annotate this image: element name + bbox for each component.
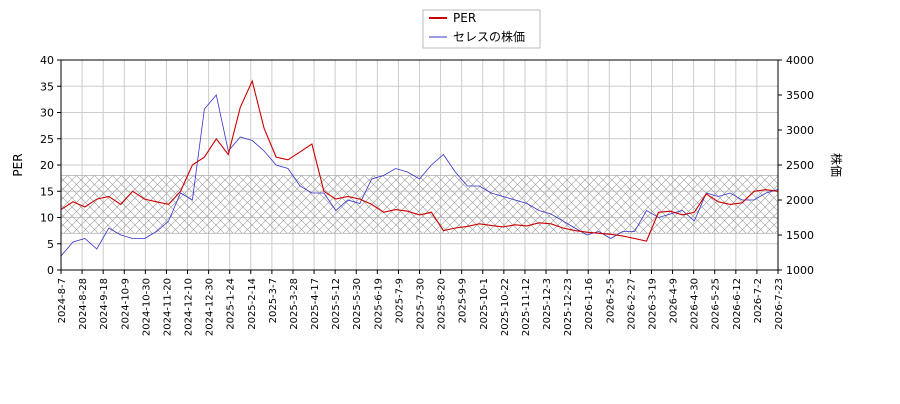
x-tick-label: 2025-6-19 [373, 278, 384, 330]
x-tick-label: 2026-5-25 [711, 278, 722, 330]
x-tick-label: 2026-2-27 [626, 278, 637, 330]
x-tick-label: 2024-8-28 [78, 278, 89, 330]
x-tick-label: 2026-4-30 [690, 278, 701, 330]
per-series-line [61, 79, 778, 242]
x-tick-label: 2024-10-30 [141, 278, 152, 336]
legend-per-label: PER [453, 11, 476, 25]
x-tick-label: 2024-12-10 [184, 278, 195, 336]
y-right-tick-label: 2500 [786, 159, 814, 172]
x-tick-label: 2025-12-3 [542, 278, 553, 330]
y-right-tick-label: 3000 [786, 124, 814, 137]
x-tick-label: 2026-1-16 [584, 278, 595, 330]
y-right-tick-label: 3500 [786, 89, 814, 102]
y-left-tick-label: 30 [40, 107, 54, 120]
y-right-tick-label: 1500 [786, 229, 814, 242]
x-tick-label: 2026-4-9 [669, 278, 680, 323]
y-left-tick-label: 35 [40, 80, 54, 93]
legend-price-label: セレスの株価 [453, 29, 525, 44]
x-tick-label: 2025-2-14 [247, 278, 258, 330]
x-tick-label: 2025-8-20 [437, 278, 448, 330]
x-tick-label: 2025-3-7 [268, 278, 279, 323]
y-left-tick-label: 10 [40, 212, 54, 225]
x-tick-label: 2026-6-12 [732, 278, 743, 330]
y-left-tick-label: 20 [40, 159, 54, 172]
legend-box [422, 9, 541, 49]
x-tick-label: 2025-9-9 [458, 278, 469, 323]
x-tick-label: 2025-5-30 [352, 278, 363, 330]
x-tick-label: 2026-7-2 [753, 278, 764, 323]
y-right-tick-label: 1000 [786, 264, 814, 277]
x-tick-label: 2025-7-30 [416, 278, 427, 330]
y-left-tick-label: 40 [40, 54, 54, 67]
y-left-tick-label: 15 [40, 185, 54, 198]
price-series-line [61, 94, 778, 257]
x-tick-label: 2025-10-1 [479, 278, 490, 330]
x-tick-label: 2026-7-23 [774, 278, 785, 330]
x-tick-label: 2025-10-22 [500, 278, 511, 336]
x-tick-label: 2025-3-28 [289, 278, 300, 330]
x-tick-label: 2025-12-23 [563, 278, 574, 336]
y-left-tick-label: 0 [47, 264, 54, 277]
y-right-tick-label: 4000 [786, 54, 814, 67]
x-tick-label: 2024-10-9 [120, 278, 131, 330]
x-tick-label: 2025-4-17 [310, 278, 321, 330]
x-tick-label: 2025-5-12 [331, 278, 342, 330]
x-tick-label: 2025-1-24 [226, 278, 237, 330]
y-right-tick-label: 2000 [786, 194, 814, 207]
x-tick-label: 2026-2-5 [605, 278, 616, 323]
x-tick-label: 2024-11-20 [162, 278, 173, 336]
per-range-band [61, 175, 778, 234]
x-tick-label: 2026-3-19 [647, 278, 658, 330]
y-left-tick-label: 25 [40, 133, 54, 146]
y-left-tick-label: 5 [47, 238, 54, 251]
x-tick-label: 2024-8-7 [57, 278, 68, 323]
y-axis-label-right: 株価 [829, 153, 844, 177]
x-tick-label: 2025-7-9 [394, 278, 405, 323]
x-tick-label: 2024-9-18 [99, 278, 110, 330]
x-tick-label: 2025-11-12 [521, 278, 532, 336]
x-tick-label: 2024-12-30 [205, 278, 216, 336]
legend: PER セレスの株価 [422, 9, 541, 49]
y-axis-label-left: PER [11, 153, 25, 176]
